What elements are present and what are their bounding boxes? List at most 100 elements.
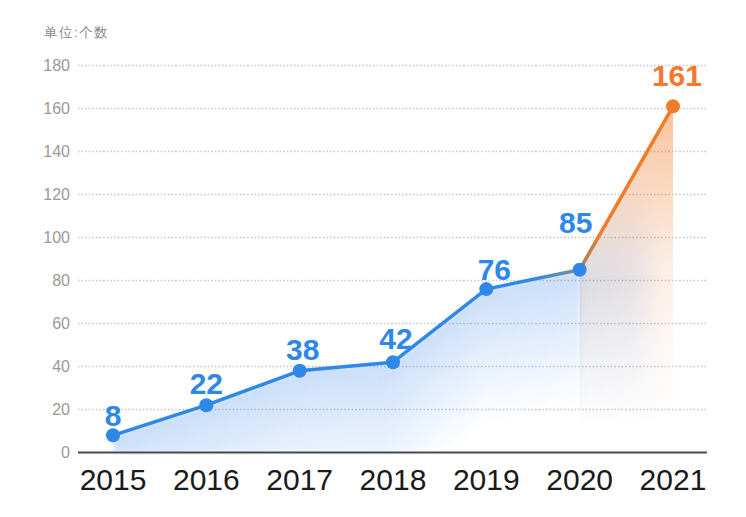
data-point-label: 85	[559, 206, 592, 239]
area-strip	[453, 310, 460, 453]
data-point-dot	[293, 364, 307, 378]
x-axis-label: 2018	[360, 463, 427, 496]
area-strip	[440, 320, 447, 452]
x-axis-label: 2020	[546, 463, 613, 496]
area-strip	[153, 420, 160, 452]
data-point-label: 42	[379, 322, 412, 355]
area-strip	[133, 427, 140, 453]
y-axis-label: 60	[52, 315, 70, 332]
data-point-dot	[573, 263, 587, 277]
area-strip	[313, 369, 320, 453]
area-strip	[386, 362, 393, 452]
area-strip	[433, 326, 440, 453]
area-strip	[280, 376, 287, 453]
area-strip	[266, 381, 273, 453]
area-strip	[393, 357, 400, 453]
area-strip	[253, 386, 260, 453]
y-axis-label: 180	[43, 57, 70, 74]
area-strip	[246, 388, 253, 453]
area-strip	[346, 366, 353, 453]
x-axis-label: 2016	[173, 463, 240, 496]
y-axis-label: 160	[43, 100, 70, 117]
area-strip	[520, 281, 527, 453]
area-strip	[413, 341, 420, 452]
area-strip	[460, 305, 467, 453]
area-strip	[200, 405, 207, 452]
y-axis-label: 140	[43, 143, 70, 160]
data-point-dot	[199, 398, 213, 412]
area-strip	[233, 393, 240, 453]
x-axis-label: 2017	[266, 463, 333, 496]
area-strip	[513, 282, 520, 452]
area-strip	[506, 284, 513, 453]
area-strip	[526, 279, 533, 452]
chart-panel: 单位:个数 0 20 40 60 80 100 120 140 160 180 8 22 38 42 76 8…	[0, 0, 746, 517]
area-strip	[493, 286, 500, 452]
data-point-dot	[386, 355, 400, 369]
data-point-label: 8	[105, 399, 122, 432]
area-strip	[146, 422, 153, 452]
x-axis-label: 2015	[80, 463, 147, 496]
area-strip	[166, 416, 173, 453]
y-axis-label: 20	[52, 401, 70, 418]
y-axis-label: 80	[52, 272, 70, 289]
area-strip	[380, 363, 387, 453]
area-strip	[180, 412, 187, 453]
area-strip	[326, 368, 333, 453]
area-strip	[186, 410, 193, 453]
area-strip	[300, 370, 307, 452]
data-point-label: 22	[190, 367, 223, 400]
area-strip	[420, 336, 427, 452]
area-strip	[426, 331, 433, 453]
area-strip	[560, 273, 567, 453]
y-axis-label: 100	[43, 229, 70, 246]
x-axis-label: 2021	[640, 463, 707, 496]
unit-label: 单位:个数	[44, 24, 109, 42]
area-strip	[286, 373, 293, 452]
area-strip	[320, 368, 327, 452]
area-strip	[573, 270, 580, 453]
area-strip	[340, 367, 347, 453]
line-chart: 0 20 40 60 80 100 120 140 160 180 8 22 38 42 76 85 161 20…	[0, 0, 746, 517]
area-fill-orange	[580, 106, 673, 452]
area-strip	[193, 407, 200, 452]
area-strip	[466, 300, 473, 453]
data-point-label: 38	[286, 333, 319, 366]
area-strip	[406, 347, 413, 453]
area-strip	[160, 418, 167, 452]
area-strip	[240, 390, 247, 452]
area-strip	[173, 414, 180, 453]
x-axis-label: 2019	[453, 463, 520, 496]
data-point-dot	[666, 99, 680, 113]
area-strip	[400, 352, 407, 453]
area-strip	[273, 378, 280, 452]
area-strip	[566, 271, 573, 452]
area-strip	[293, 371, 300, 453]
area-strip	[220, 398, 227, 453]
y-axis-label: 40	[52, 358, 70, 375]
area-strip	[473, 294, 480, 452]
area-strip	[500, 285, 507, 453]
area-strip	[553, 274, 560, 453]
y-axis-label: 120	[43, 186, 70, 203]
area-strip	[366, 364, 373, 452]
area-strip	[486, 288, 493, 453]
area-fill-blue	[113, 270, 580, 453]
area-strip	[533, 278, 540, 452]
y-axis-label: 0	[61, 444, 70, 461]
area-strip	[140, 425, 147, 453]
data-point-label: 161	[652, 59, 702, 92]
area-strip	[260, 383, 267, 452]
area-strip	[540, 277, 547, 453]
area-strip	[333, 367, 340, 452]
area-strip	[360, 365, 367, 453]
area-strip	[373, 363, 380, 452]
area-strip	[446, 315, 453, 452]
data-point-label: 76	[478, 253, 511, 286]
area-strip	[353, 365, 360, 452]
area-strip	[546, 275, 553, 452]
area-strip	[213, 400, 220, 452]
area-strip	[306, 370, 313, 453]
area-strip	[480, 289, 487, 452]
area-strip	[226, 395, 233, 452]
